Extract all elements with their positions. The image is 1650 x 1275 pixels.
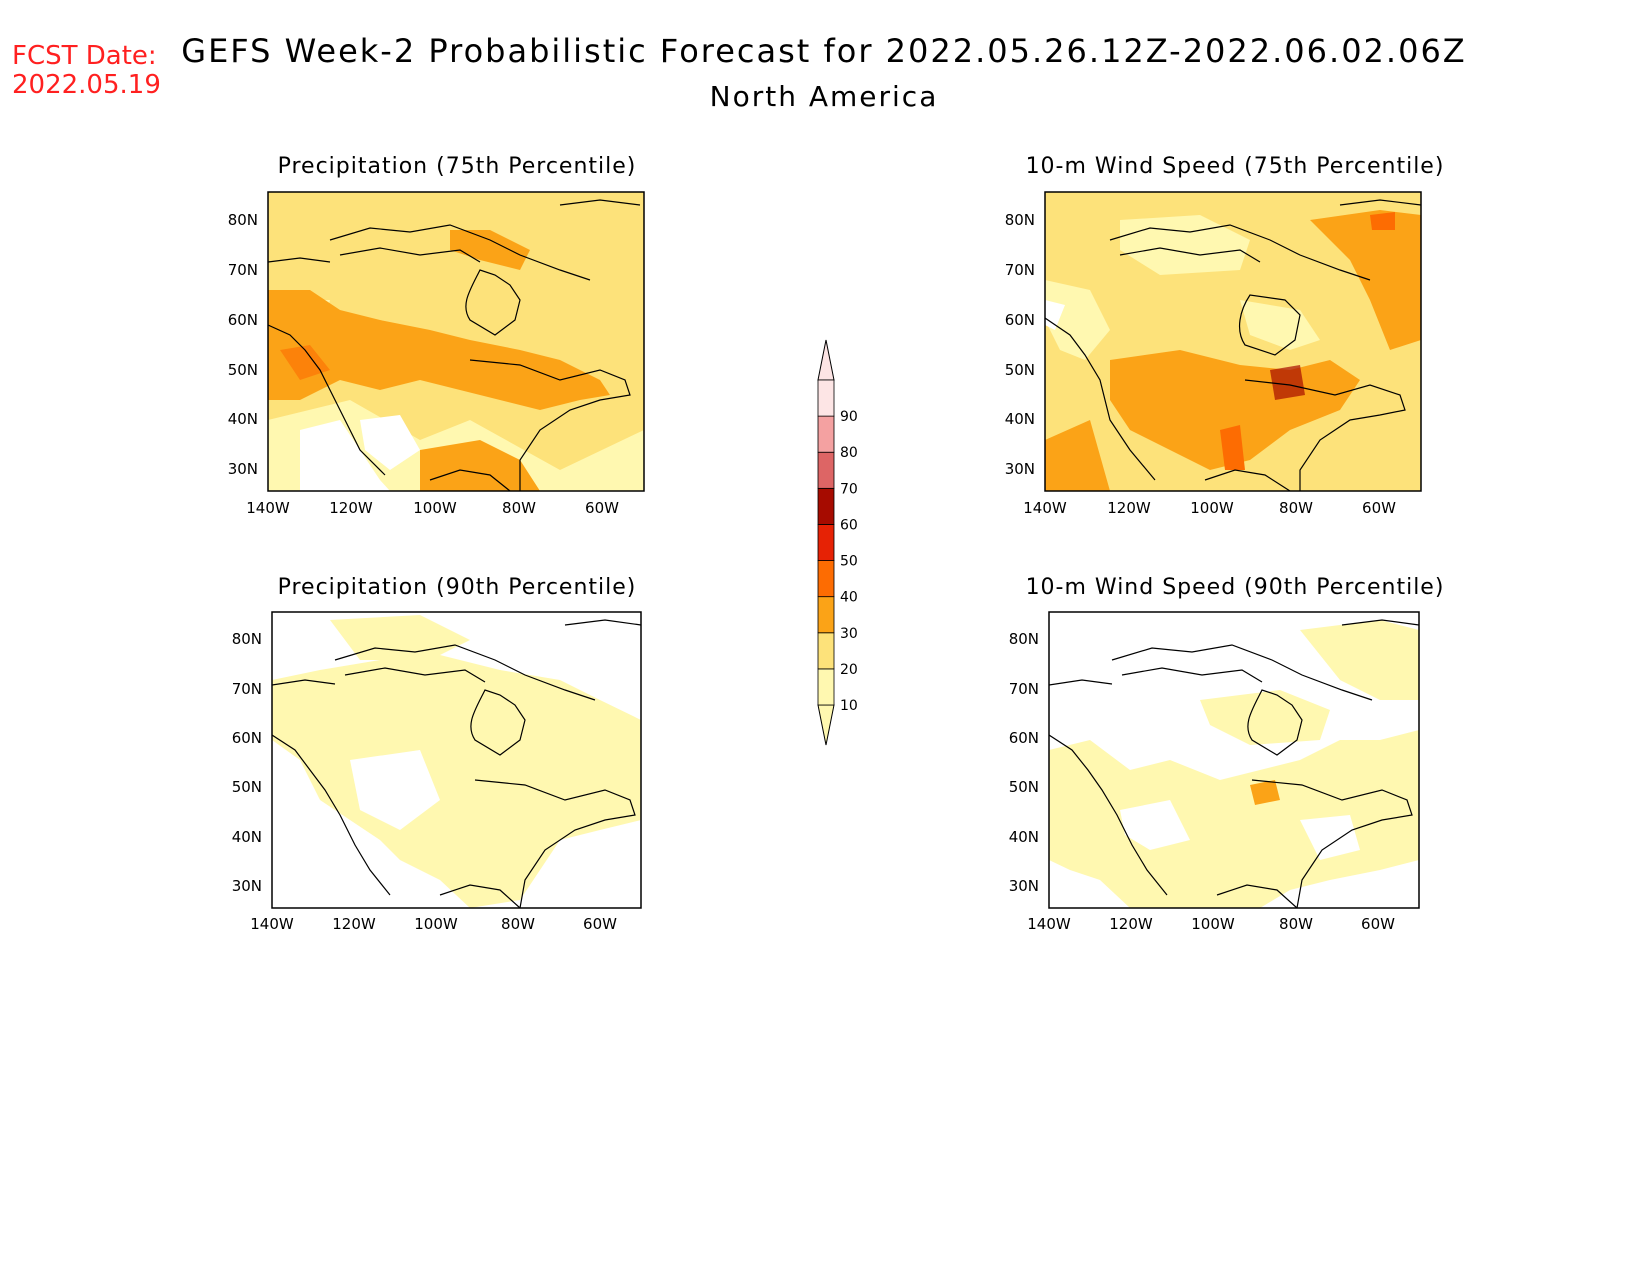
wind-75-field	[1045, 192, 1421, 491]
svg-text:60W: 60W	[585, 499, 619, 517]
colorbar-bottom-cap	[817, 704, 835, 746]
fcst-date-label: FCST Date:	[12, 41, 157, 71]
colorbar-tick-label: 30	[840, 626, 858, 642]
colorbar-tick-label: 80	[840, 445, 858, 461]
svg-text:120W: 120W	[1109, 915, 1153, 933]
figure-subtitle: North America	[710, 80, 939, 113]
svg-text:100W: 100W	[414, 915, 458, 933]
svg-text:70N: 70N	[1009, 680, 1039, 698]
svg-text:100W: 100W	[1191, 915, 1235, 933]
fcst-date-value: 2022.05.19	[12, 70, 161, 100]
svg-text:80N: 80N	[228, 211, 258, 229]
coastlines	[268, 199, 641, 491]
svg-text:100W: 100W	[1190, 499, 1234, 517]
svg-text:50N: 50N	[1005, 361, 1035, 379]
svg-text:80W: 80W	[502, 499, 536, 517]
svg-text:30N: 30N	[1005, 460, 1035, 478]
svg-text:80W: 80W	[1279, 915, 1313, 933]
svg-text:50N: 50N	[1009, 778, 1039, 796]
svg-text:60N: 60N	[1009, 729, 1039, 747]
svg-text:80W: 80W	[1279, 499, 1313, 517]
svg-text:120W: 120W	[329, 499, 373, 517]
svg-text:60W: 60W	[583, 915, 617, 933]
svg-text:30N: 30N	[1009, 877, 1039, 895]
panel-precip-90: Precipitation (90th Percentile) 140W 120…	[232, 575, 642, 933]
svg-text:30N: 30N	[228, 460, 258, 478]
colorbar-tick-label: 70	[840, 481, 858, 497]
axis-labels: 140W 120W 100W 80W 60W 80N 70N 60N 50N 4…	[228, 211, 619, 517]
colorbar-tick-label: 20	[840, 662, 858, 678]
panel-wind-75: 10-m Wind Speed (75th Percentile) 140W	[1005, 154, 1445, 517]
colorbar-segment	[817, 451, 835, 489]
panel-title: 10-m Wind Speed (75th Percentile)	[1026, 154, 1445, 179]
svg-text:120W: 120W	[332, 915, 376, 933]
colorbar: 10 20 30 40 50 60 70 80 90	[817, 339, 858, 746]
wind-90-field	[1049, 612, 1419, 908]
colorbar-segment	[817, 632, 835, 670]
svg-text:50N: 50N	[232, 778, 262, 796]
coastlines	[272, 619, 641, 908]
map-frame	[1048, 611, 1420, 909]
colorbar-top-cap	[817, 339, 835, 381]
panel-title: 10-m Wind Speed (90th Percentile)	[1026, 575, 1445, 600]
colorbar-tick-label: 90	[840, 409, 858, 425]
colorbar-segment	[817, 415, 835, 453]
svg-text:60W: 60W	[1362, 499, 1396, 517]
figure-title: GEFS Week-2 Probabilistic Forecast for 2…	[181, 32, 1466, 70]
panel-wind-90: 10-m Wind Speed (90th Percentile) 140W 1…	[1009, 575, 1445, 933]
svg-text:60N: 60N	[232, 729, 262, 747]
axis-labels: 140W 120W 100W 80W 60W 80N 70N 60N 50N 4…	[1005, 211, 1396, 517]
coastlines	[1049, 619, 1419, 908]
map-frame	[271, 611, 642, 909]
svg-text:140W: 140W	[246, 499, 290, 517]
svg-text:100W: 100W	[413, 499, 457, 517]
colorbar-tick-label: 60	[840, 517, 858, 533]
svg-text:60N: 60N	[228, 311, 258, 329]
colorbar-segment	[817, 560, 835, 598]
svg-text:40N: 40N	[232, 828, 262, 846]
svg-text:70N: 70N	[232, 680, 262, 698]
svg-text:120W: 120W	[1107, 499, 1151, 517]
svg-text:80N: 80N	[1005, 211, 1035, 229]
svg-text:70N: 70N	[1005, 261, 1035, 279]
panel-title: Precipitation (75th Percentile)	[278, 154, 637, 179]
svg-text:60N: 60N	[1005, 311, 1035, 329]
colorbar-segment	[817, 668, 835, 706]
svg-text:140W: 140W	[1023, 499, 1067, 517]
panel-precip-75: Precipitation (75th Percentile) 140W 12	[228, 154, 645, 517]
svg-text:80N: 80N	[232, 630, 262, 648]
axis-labels: 140W 120W 100W 80W 60W 80N 70N 60N 50N 4…	[232, 630, 617, 933]
svg-text:40N: 40N	[1009, 828, 1039, 846]
colorbar-tick-label: 40	[840, 590, 858, 606]
svg-text:60W: 60W	[1361, 915, 1395, 933]
colorbar-tick-label: 10	[840, 698, 858, 714]
colorbar-segment	[817, 379, 835, 417]
svg-text:70N: 70N	[228, 261, 258, 279]
svg-text:30N: 30N	[232, 877, 262, 895]
svg-text:40N: 40N	[1005, 410, 1035, 428]
colorbar-segment	[817, 596, 835, 634]
precip-90-field	[272, 612, 641, 908]
colorbar-tick-label: 50	[840, 554, 858, 570]
svg-text:40N: 40N	[228, 410, 258, 428]
map-frame	[1044, 191, 1422, 492]
panel-title: Precipitation (90th Percentile)	[278, 575, 637, 600]
map-frame	[267, 191, 645, 492]
colorbar-segment	[817, 524, 835, 561]
svg-text:140W: 140W	[1027, 915, 1071, 933]
svg-text:80W: 80W	[501, 915, 535, 933]
coastlines	[1045, 199, 1421, 491]
precip-75-field	[268, 192, 644, 491]
svg-text:50N: 50N	[228, 361, 258, 379]
svg-text:140W: 140W	[250, 915, 294, 933]
colorbar-segment	[817, 487, 835, 525]
axis-labels: 140W 120W 100W 80W 60W 80N 70N 60N 50N 4…	[1009, 630, 1395, 933]
svg-text:80N: 80N	[1009, 630, 1039, 648]
